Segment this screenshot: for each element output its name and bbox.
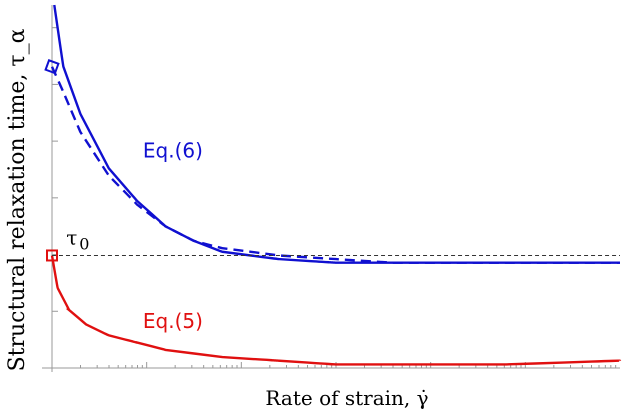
series-eq6_solid <box>53 4 620 264</box>
series-eq6_dashed <box>50 66 620 264</box>
y-axis-label: Structural relaxation time, τ_α <box>5 28 30 371</box>
marker-eq6_start <box>44 59 60 75</box>
series-eq5_solid <box>50 255 622 366</box>
axes <box>42 5 620 372</box>
series-layer <box>50 4 622 366</box>
annotation-layer: Eq.(6) Eq.(5) τ 0 <box>66 138 203 333</box>
axis-ticks <box>51 27 617 368</box>
marker-layer <box>44 59 60 262</box>
marker-tau0_point <box>46 249 58 262</box>
annotation-eq6: Eq.(6) <box>143 138 203 162</box>
x-axis-label: Rate of strain, γ̇ <box>265 386 428 410</box>
annotation-eq5: Eq.(5) <box>143 309 203 333</box>
